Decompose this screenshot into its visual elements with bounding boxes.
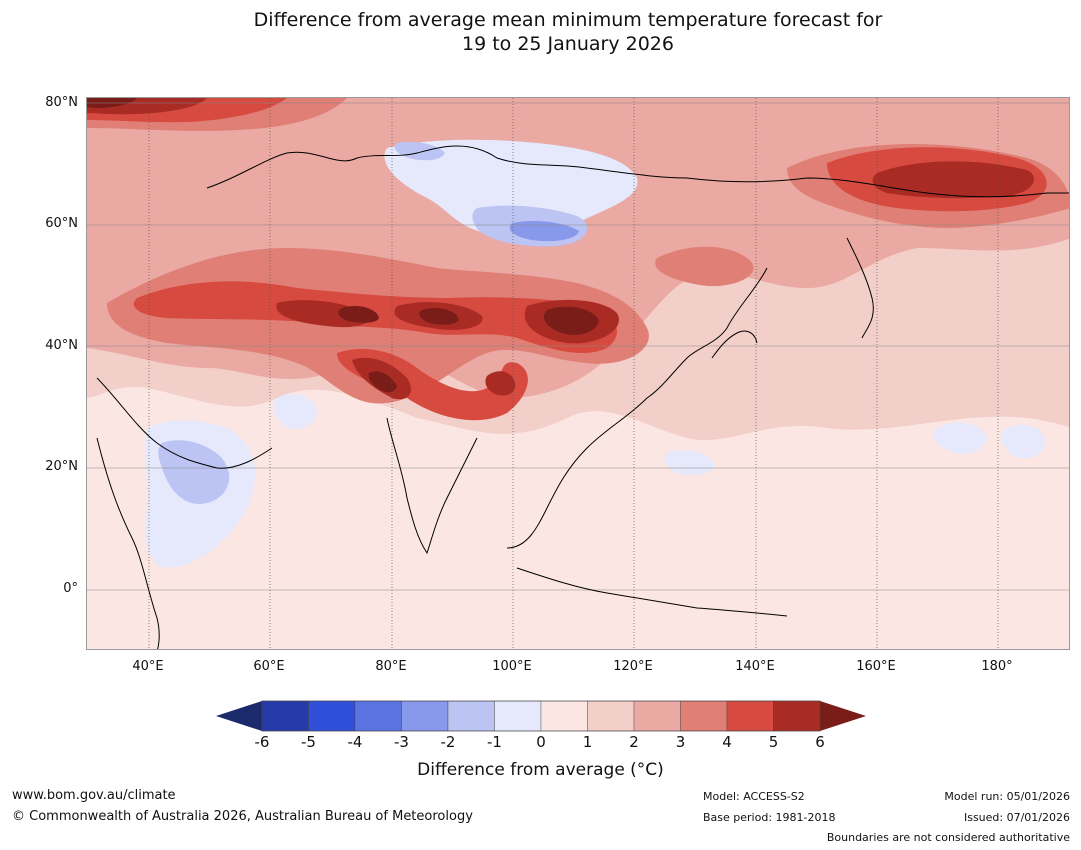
coastline-india: [386, 417, 478, 555]
lat-label-40n: 40°N: [45, 338, 78, 353]
colorbar-tick-label: -6: [254, 733, 270, 751]
colorbar-tick-label: 5: [768, 733, 779, 751]
colorbar-bins: [261, 700, 821, 732]
coastline-indonesia: [516, 567, 788, 617]
colorbar-tick-label: -4: [347, 733, 363, 751]
map-title: Difference from average mean minimum tem…: [0, 8, 1081, 56]
anomaly-zone-cool-2-north: [394, 142, 445, 161]
footer-copyright: © Commonwealth of Australia 2026, Austra…: [12, 809, 473, 824]
colorbar-tick-label: 4: [722, 733, 732, 751]
footer-website: www.bom.gov.au/climate: [12, 788, 176, 803]
anomaly-zone-cool-1-pacific-1: [933, 422, 987, 454]
anomaly-zone-warm-3-center: [655, 246, 754, 287]
coastline-pacific-asia: [506, 267, 768, 549]
coastline-arctic: [206, 145, 1069, 198]
colorbar-extend-low: [216, 701, 262, 731]
colorbar-tick-label: 1: [582, 733, 593, 751]
lat-label-0: 0°: [63, 581, 78, 596]
footer-model-run: Model run: 05/01/2026: [944, 790, 1070, 803]
temperature-anomaly-map: [86, 97, 1070, 650]
anomaly-zone-cool-1-pacific-3: [664, 450, 715, 476]
anomaly-zone-warm-5-5: [485, 371, 516, 396]
lat-label-60n: 60°N: [45, 216, 78, 231]
coastline-africa: [96, 437, 160, 649]
colorbar-bin: [261, 700, 309, 732]
colorbar-bin: [494, 700, 542, 732]
colorbar-bin: [308, 700, 356, 732]
lon-label-160e: 160°E: [856, 659, 896, 674]
coastline-japan: [711, 330, 758, 359]
lon-label-120e: 120°E: [613, 659, 653, 674]
colorbar-tick-label: 3: [675, 733, 686, 751]
title-line-1: Difference from average mean minimum tem…: [253, 9, 883, 31]
colorbar-bin: [726, 700, 774, 732]
lat-label-80n: 80°N: [45, 95, 78, 110]
lat-label-20n: 20°N: [45, 459, 78, 474]
lon-label-80e: 80°E: [375, 659, 407, 674]
footer-base-period: Base period: 1981-2018: [703, 811, 836, 824]
anomaly-zone-warm-6-4: [368, 371, 397, 393]
anomaly-zone-cool-2-arabia: [158, 440, 230, 504]
anomaly-zone-cool-1-siberia: [384, 139, 638, 236]
lon-label-180: 180°: [981, 659, 1013, 674]
longitude-gridlines: [148, 98, 999, 649]
anomaly-zone-warm-6-3: [543, 306, 599, 335]
coastlines: [96, 145, 1069, 649]
colorbar-tick-label: 0: [536, 733, 546, 751]
colorbar-bin: [633, 700, 681, 732]
colorbar-tick-label: -3: [394, 733, 409, 751]
colorbar-tick-label: 6: [815, 733, 825, 751]
colorbar-bin: [587, 700, 635, 732]
colorbar-tick-label: -1: [487, 733, 502, 751]
anomaly-zone-cool-3-siberia: [509, 220, 579, 242]
colorbar-bin: [680, 700, 728, 732]
footer-issued: Issued: 07/01/2026: [963, 811, 1070, 824]
colorbar-outline: [261, 700, 821, 732]
footer-model: Model: ACCESS-S2: [703, 790, 805, 803]
lon-label-100e: 100°E: [492, 659, 532, 674]
anomaly-zone-cool-1-pacific-2: [1001, 424, 1046, 459]
colorbar-tick-label: 2: [629, 733, 639, 751]
colorbar-tick-label: -2: [440, 733, 456, 751]
anomaly-zone-warm-6-2: [419, 308, 459, 325]
lon-label-40e: 40°E: [132, 659, 164, 674]
anomaly-zone-cool-1-india: [273, 393, 317, 430]
lon-label-140e: 140°E: [735, 659, 775, 674]
colorbar-bin: [540, 700, 588, 732]
title-line-2: 19 to 25 January 2026: [462, 33, 674, 55]
colorbar-bin: [401, 700, 449, 732]
footer-disclaimer: Boundaries are not considered authoritat…: [826, 831, 1070, 844]
colorbar-bin: [773, 700, 821, 732]
coastline-kamchatka: [846, 237, 874, 339]
colorbar-bin: [354, 700, 402, 732]
colorbar-tick-label: -5: [301, 733, 316, 751]
colorbar-bin: [447, 700, 495, 732]
colorbar-extend-high: [820, 701, 866, 731]
anomaly-map-svg: [87, 98, 1069, 649]
anomaly-zone-warm-5-6: [872, 161, 1035, 199]
colorbar-title: Difference from average (°C): [417, 760, 664, 780]
lon-label-60e: 60°E: [253, 659, 285, 674]
coastline-arabia: [96, 377, 273, 469]
anomaly-zone-warm-6-1: [338, 306, 379, 323]
